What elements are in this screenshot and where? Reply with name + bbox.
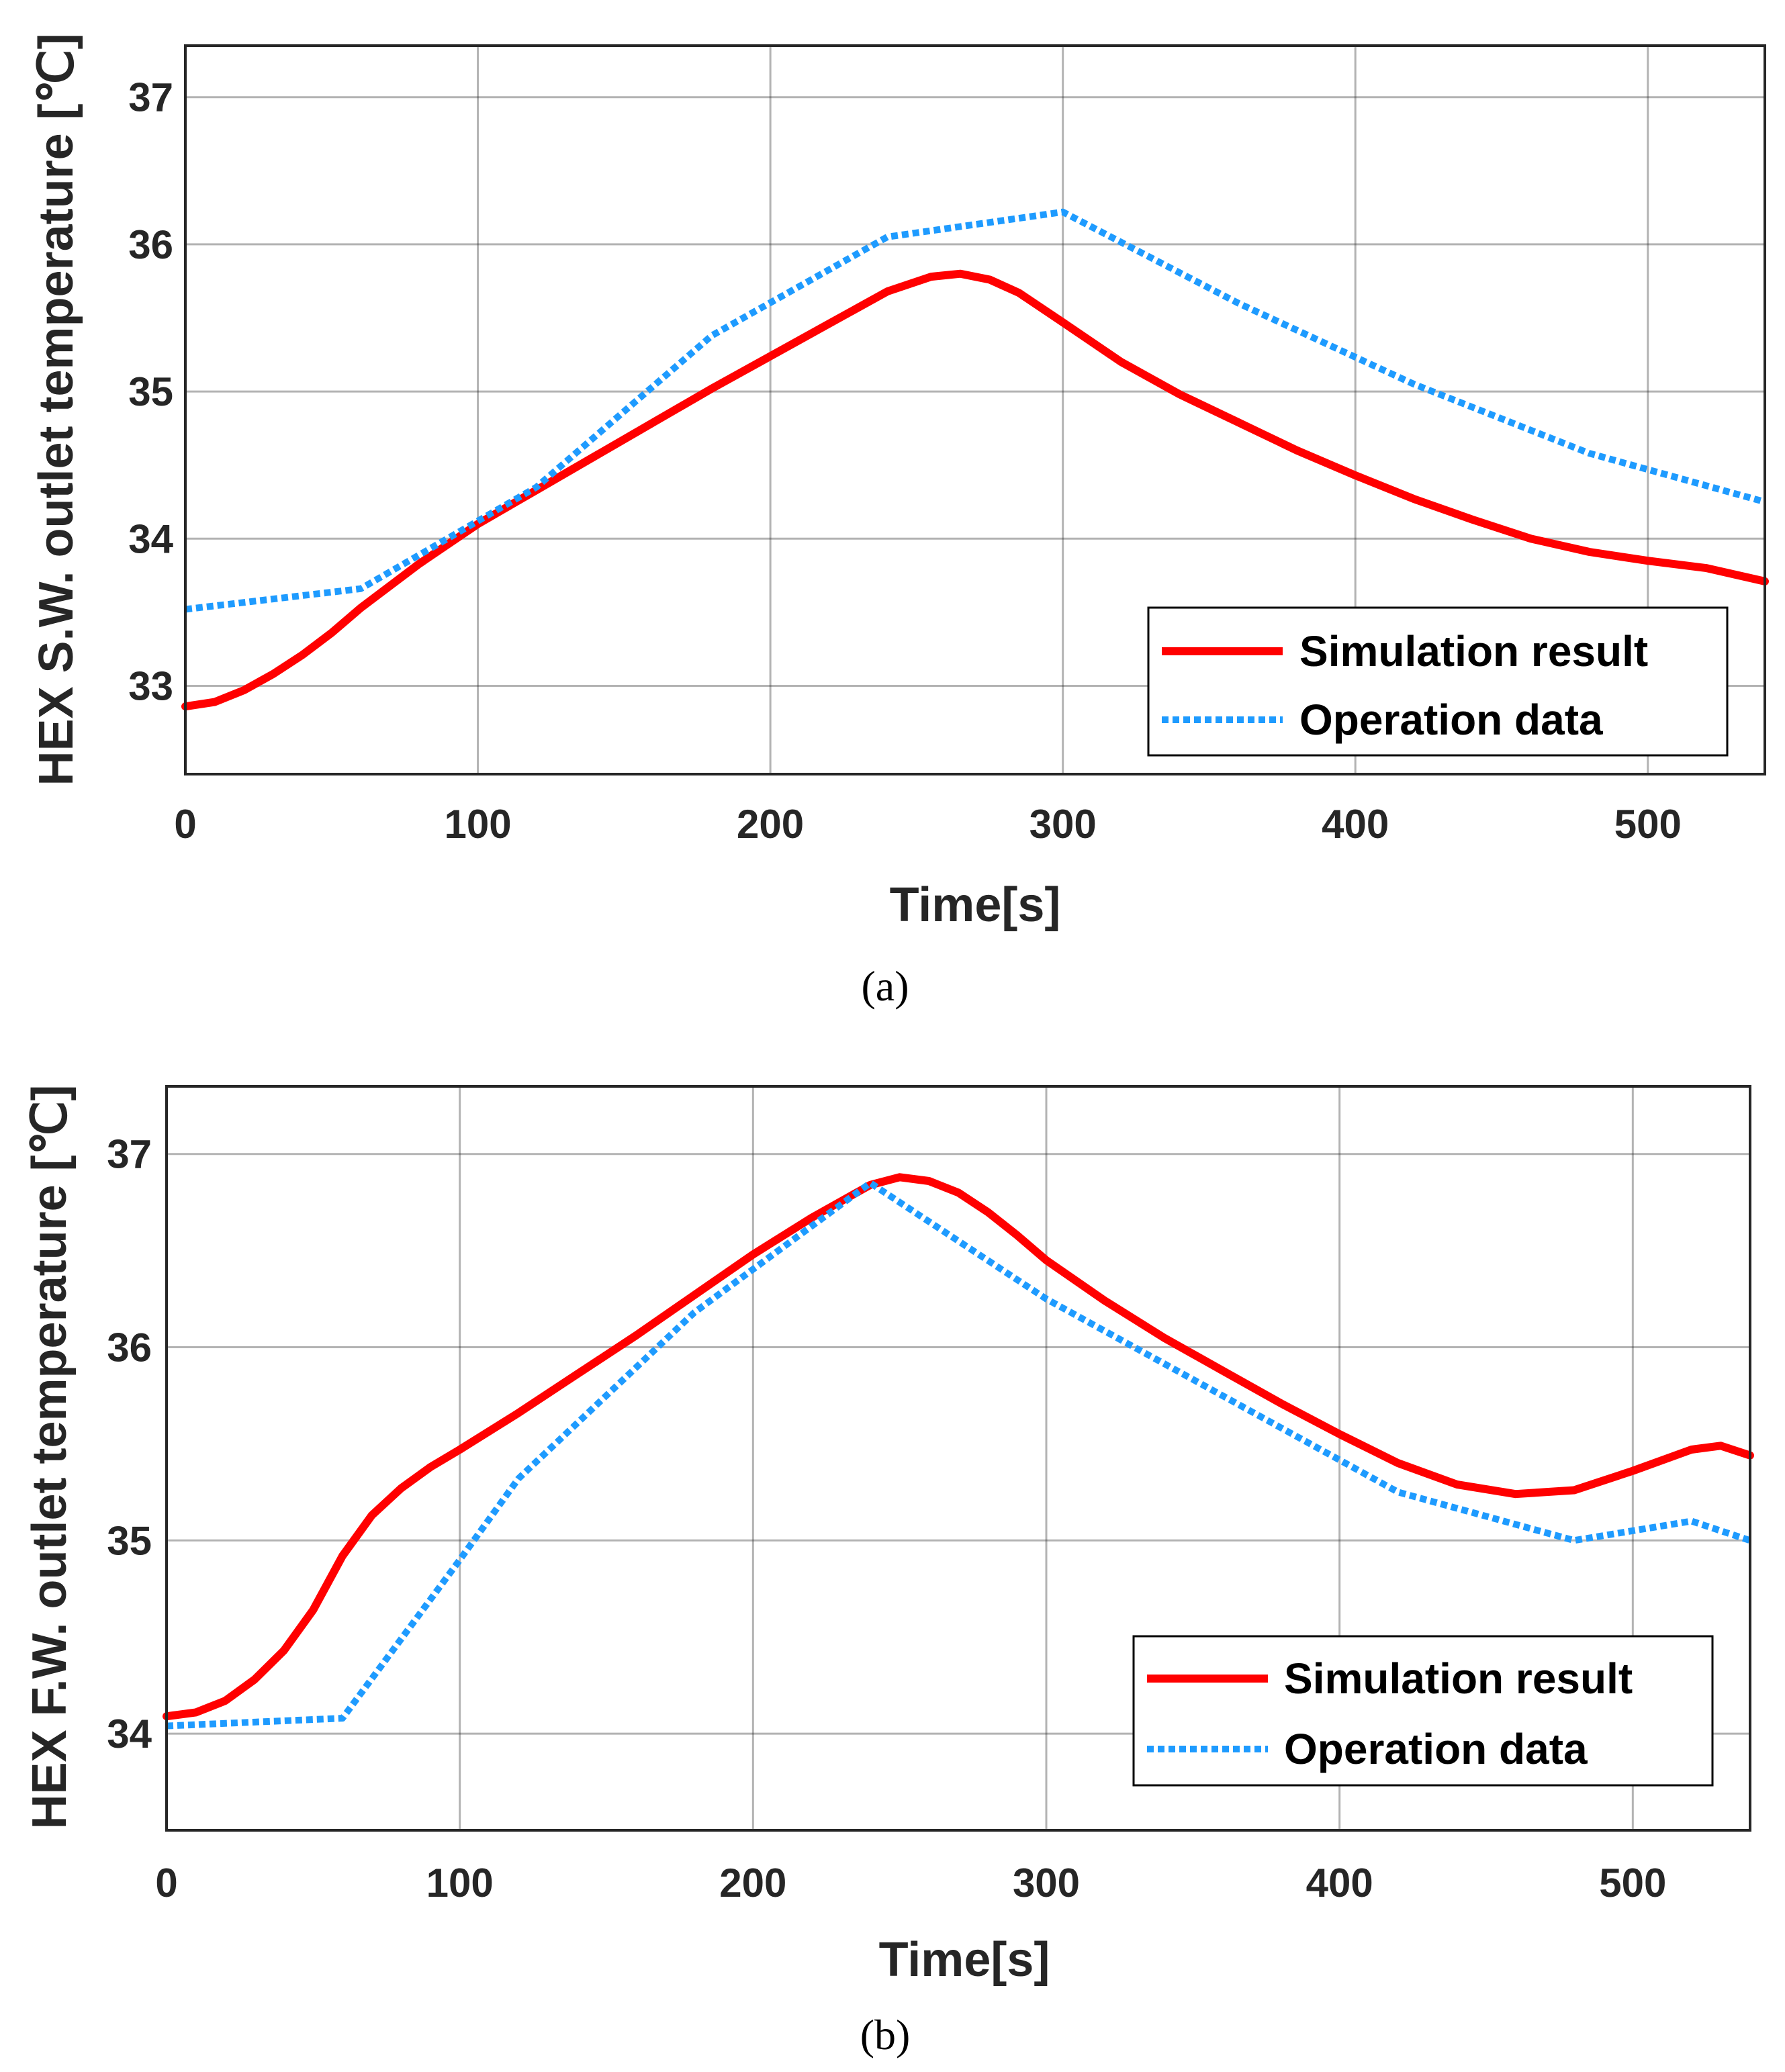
x-tick-label: 0 bbox=[155, 1861, 177, 1905]
y-tick-label: 36 bbox=[107, 1325, 152, 1370]
x-axis-label: Time[s] bbox=[879, 1933, 1050, 1987]
chart-b: 0 100 200 300 400 500 34 35 36 37 Time[s] HEX F.W… bbox=[23, 1085, 1754, 2059]
y-tick-label: 33 bbox=[128, 663, 173, 708]
x-tick-label: 300 bbox=[1013, 1861, 1080, 1905]
y-tick-label: 34 bbox=[128, 516, 173, 561]
legend-entry-operation: Operation data bbox=[1284, 1725, 1588, 1773]
y-axis-label: HEX F.W. outlet temperature [℃] bbox=[23, 1085, 77, 1830]
series-line-simulation bbox=[181, 269, 1769, 711]
x-tick-label: 100 bbox=[445, 802, 512, 847]
x-tick-label: 400 bbox=[1322, 802, 1389, 847]
chart-a: 0 100 200 300 400 500 33 34 35 36 37 Time[s] HEX S… bbox=[30, 34, 1769, 1010]
series-layer bbox=[181, 208, 1769, 711]
caption: (a) bbox=[861, 962, 909, 1010]
grid bbox=[167, 1086, 1750, 1830]
x-tick-label: 500 bbox=[1599, 1861, 1666, 1905]
x-tick-label: 100 bbox=[426, 1861, 494, 1905]
legend-entry-simulation: Simulation result bbox=[1299, 627, 1648, 675]
x-tick-label: 0 bbox=[174, 802, 196, 847]
legend: Simulation result Operation data bbox=[1132, 1635, 1714, 1787]
legend: Simulation result Operation data bbox=[1147, 606, 1729, 757]
legend-box bbox=[1147, 606, 1729, 757]
series-line-operation bbox=[185, 208, 1766, 613]
y-axis-label: HEX S.W. outlet temperature [℃] bbox=[30, 34, 83, 786]
series-layer bbox=[163, 1173, 1754, 1730]
x-tick-label: 200 bbox=[737, 802, 804, 847]
tick-labels: 0 100 200 300 400 500 34 35 36 37 bbox=[107, 1132, 1666, 1905]
series-line-simulation bbox=[163, 1173, 1754, 1721]
y-tick-label: 35 bbox=[107, 1518, 152, 1563]
x-tick-label: 200 bbox=[719, 1861, 786, 1905]
y-tick-label: 37 bbox=[107, 1132, 152, 1177]
y-tick-label: 37 bbox=[128, 75, 173, 120]
x-tick-label: 400 bbox=[1306, 1861, 1373, 1905]
y-tick-label: 36 bbox=[128, 222, 173, 267]
legend-entry-simulation: Simulation result bbox=[1284, 1654, 1633, 1703]
x-tick-label: 500 bbox=[1614, 802, 1682, 847]
plot-frame bbox=[165, 1085, 1751, 1832]
plot-frame bbox=[184, 44, 1766, 775]
y-tick-label: 35 bbox=[128, 369, 173, 414]
y-tick-label: 34 bbox=[107, 1711, 152, 1756]
x-tick-label: 300 bbox=[1029, 802, 1097, 847]
caption: (b) bbox=[860, 2011, 911, 2059]
legend-box bbox=[1132, 1635, 1714, 1787]
x-axis-label: Time[s] bbox=[890, 878, 1061, 932]
legend-entry-operation: Operation data bbox=[1299, 696, 1603, 744]
tick-labels: 0 100 200 300 400 500 33 34 35 36 37 bbox=[128, 75, 1682, 847]
